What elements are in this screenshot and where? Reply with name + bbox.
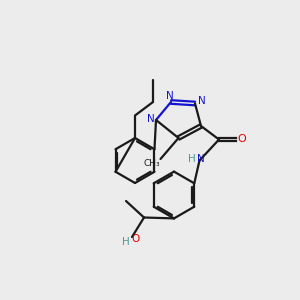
Text: O: O [131, 233, 139, 244]
Text: N: N [147, 113, 154, 124]
Text: H: H [122, 237, 130, 248]
Text: O: O [237, 134, 246, 145]
Text: N: N [197, 154, 205, 164]
Text: CH₃: CH₃ [144, 159, 160, 168]
Text: N: N [166, 91, 173, 101]
Text: N: N [198, 95, 206, 106]
Text: H: H [188, 154, 196, 164]
